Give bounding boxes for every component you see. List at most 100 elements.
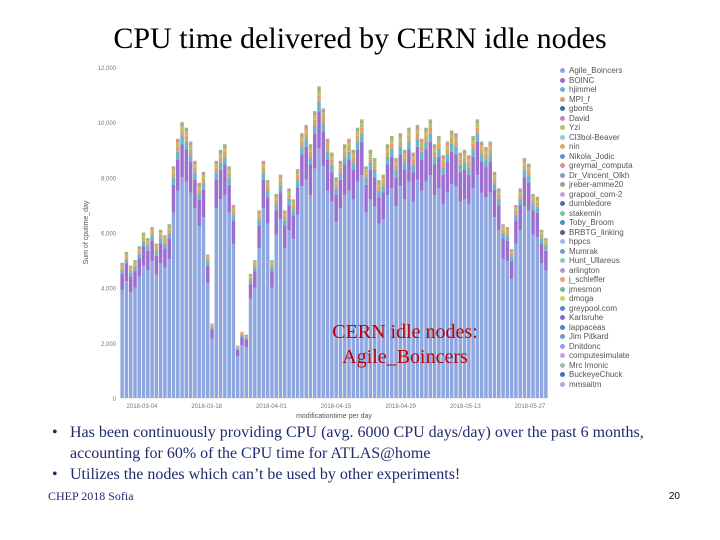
bar-segment: [180, 123, 184, 127]
bar-segment: [146, 238, 150, 241]
bar-segment: [492, 171, 497, 173]
legend-swatch-icon: [560, 239, 565, 245]
bar-segment: [265, 183, 270, 187]
bar-segment: [274, 210, 278, 235]
bar-segment: [244, 347, 249, 398]
bar-segment: [176, 146, 180, 152]
bar-segment: [197, 183, 201, 187]
bar-segment: [231, 204, 236, 206]
bar-segment: [355, 129, 360, 132]
bar-segment: [248, 283, 253, 299]
bar-segment: [334, 177, 338, 179]
bar-segment: [432, 148, 437, 152]
bar-segment: [428, 133, 433, 142]
bar-segment: [133, 266, 137, 272]
bar-segment: [360, 141, 364, 176]
bar-segment: [531, 234, 535, 398]
bar-segment: [351, 157, 356, 163]
bar-segment: [479, 141, 484, 143]
bar-segment: [176, 140, 180, 143]
bar-segment: [210, 329, 214, 339]
bar-segment: [137, 258, 142, 277]
bar-segment: [308, 194, 313, 398]
bar-segment: [509, 249, 514, 250]
bar-segment: [428, 141, 433, 176]
legend-item: stakemin: [560, 209, 710, 219]
bar-segment: [235, 356, 240, 398]
bar-segment: [321, 117, 326, 123]
bar-segment: [295, 187, 300, 215]
bar-segment: [141, 237, 146, 241]
bar-segment: [253, 260, 257, 261]
bar-segment: [514, 210, 518, 215]
bar-segment: [428, 127, 433, 134]
bar-segment: [176, 190, 180, 398]
bar-segment: [407, 129, 411, 132]
bar-segment: [531, 196, 535, 201]
bar-segment: [171, 173, 176, 178]
legend-label: j_schleffer: [569, 275, 606, 284]
bar-segment: [497, 230, 501, 398]
bar-segment: [471, 149, 475, 157]
bar-segment: [283, 211, 287, 214]
legend-swatch-icon: [560, 372, 565, 378]
bar-segment: [295, 170, 300, 173]
bar-segment: [240, 345, 244, 398]
bar-segment: [497, 205, 501, 231]
legend-item: Jim Pitkard: [560, 332, 710, 342]
bar-segment: [377, 197, 381, 224]
bar-segment: [347, 142, 351, 147]
legend-swatch-icon: [560, 68, 565, 74]
bar-segment: [265, 197, 270, 224]
bar-segment: [210, 325, 214, 328]
bar-segment: [479, 192, 484, 398]
bar-segment: [462, 199, 467, 398]
legend-label: computesimulate: [569, 351, 630, 360]
bar-segment: [171, 169, 176, 174]
bar-segment: [449, 143, 454, 152]
bar-segment: [321, 122, 326, 132]
bar-segment: [158, 243, 163, 264]
y-tick-label: 0: [113, 397, 117, 403]
bar-segment: [278, 174, 283, 176]
y-tick-label: 2,000: [101, 342, 117, 348]
bar-segment: [509, 260, 514, 279]
bar-segment: [355, 127, 360, 130]
bar-segment: [231, 220, 236, 244]
bar-segment: [253, 287, 257, 398]
bar-segment: [402, 162, 407, 170]
bar-segment: [432, 144, 437, 146]
bar-segment: [180, 177, 184, 398]
bar-segment: [360, 123, 364, 128]
bar-segment: [535, 236, 540, 398]
bar-segment: [146, 270, 150, 398]
legend-label: stakemin: [569, 208, 602, 218]
bar-segment: [518, 230, 522, 398]
bar-segment: [441, 167, 445, 175]
legend-label: nin: [569, 142, 580, 151]
bar-segment: [133, 260, 137, 263]
bar-segment: [467, 156, 471, 159]
bar-segment: [223, 194, 227, 398]
bar-segment: [462, 157, 467, 163]
bar-segment: [372, 161, 377, 166]
bar-segment: [501, 232, 505, 239]
bar-segment: [385, 145, 390, 149]
bar-segment: [364, 166, 368, 168]
bar-segment: [227, 212, 231, 398]
bar-segment: [497, 198, 501, 206]
bar-segment: [308, 164, 313, 195]
bullet-text: Has been continuously providing CPU (avg…: [70, 424, 644, 462]
legend-label: Nikola_Jodic: [569, 151, 615, 161]
bar-segment: [218, 157, 223, 163]
legend-item: mmsaitm: [560, 380, 710, 390]
bar-segment: [514, 207, 518, 211]
bar-segment: [338, 179, 343, 209]
bar-segment: [492, 175, 497, 179]
bar-segment: [312, 168, 317, 398]
bar-segment: [505, 227, 510, 230]
legend-label: hjimmel: [569, 85, 597, 94]
bar-segment: [214, 161, 219, 165]
bar-segment: [535, 212, 540, 237]
bar-segment: [390, 149, 394, 157]
